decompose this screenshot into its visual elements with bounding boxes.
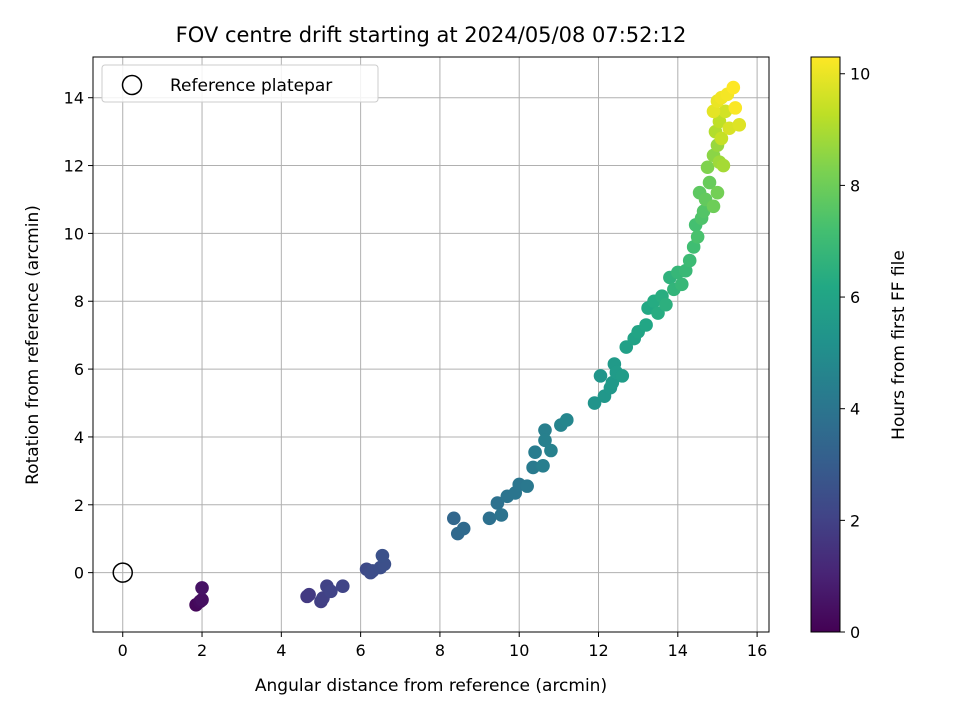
data-point bbox=[538, 433, 552, 448]
y-tick-label: 12 bbox=[64, 157, 84, 176]
data-point bbox=[482, 511, 497, 526]
x-axis-label: Angular distance from reference (arcmin) bbox=[255, 676, 607, 696]
data-point bbox=[520, 479, 534, 493]
y-tick-label: 8 bbox=[74, 292, 84, 311]
data-point bbox=[619, 340, 634, 354]
data-point bbox=[335, 579, 350, 594]
y-tick-label: 14 bbox=[64, 89, 84, 108]
data-point bbox=[728, 101, 743, 115]
data-point bbox=[587, 396, 602, 410]
legend-marker-open-circle bbox=[121, 74, 143, 96]
colorbar: 0 2 4 6 8 10 bbox=[810, 56, 870, 642]
data-point bbox=[716, 158, 731, 173]
data-point bbox=[639, 318, 653, 332]
y-axis-label: Rotation from reference (arcmin) bbox=[23, 205, 43, 485]
x-tick-label: 14 bbox=[668, 641, 688, 660]
data-point bbox=[538, 423, 552, 437]
data-point bbox=[686, 240, 701, 254]
legend: Reference platepar bbox=[101, 64, 379, 103]
data-point bbox=[446, 511, 461, 526]
data-point bbox=[536, 458, 550, 473]
data-point bbox=[714, 131, 729, 146]
data-point bbox=[559, 413, 574, 427]
y-tick-label: 2 bbox=[74, 496, 84, 515]
x-axis: 0 2 4 6 8 10 12 14 16 bbox=[118, 632, 767, 660]
data-point bbox=[706, 104, 721, 119]
y-tick-label: 6 bbox=[74, 360, 84, 379]
data-point bbox=[700, 160, 715, 175]
data-point bbox=[659, 297, 673, 312]
legend-label: Reference platepar bbox=[170, 76, 332, 96]
colorbar-tick-label: 10 bbox=[850, 65, 870, 84]
x-tick-label: 10 bbox=[509, 641, 529, 660]
data-point bbox=[651, 306, 665, 320]
colorbar-tick-label: 0 bbox=[850, 623, 860, 642]
y-tick-label: 4 bbox=[74, 428, 84, 447]
x-tick-label: 2 bbox=[197, 641, 207, 660]
reference-marker-group bbox=[112, 562, 133, 583]
chart-title: FOV centre drift starting at 2024/05/08 … bbox=[176, 23, 687, 47]
legend-box bbox=[101, 64, 379, 103]
y-tick-label: 10 bbox=[64, 224, 84, 243]
data-point bbox=[456, 521, 471, 536]
data-point bbox=[690, 229, 705, 244]
colorbar-label: Hours from first FF file bbox=[889, 250, 909, 440]
data-point bbox=[678, 263, 693, 278]
colorbar-gradient bbox=[810, 56, 841, 633]
data-point bbox=[615, 369, 630, 383]
plot-frame bbox=[92, 56, 770, 633]
plot-background bbox=[93, 57, 769, 632]
data-point bbox=[682, 253, 697, 268]
colorbar-tick-label: 4 bbox=[850, 400, 860, 419]
reference-platepar-marker bbox=[112, 562, 133, 583]
data-point bbox=[605, 375, 620, 390]
data-point bbox=[375, 548, 390, 563]
data-point bbox=[732, 118, 747, 132]
data-point bbox=[593, 369, 608, 383]
data-point bbox=[712, 114, 727, 129]
plot-area bbox=[93, 57, 769, 632]
colorbar-tick-label: 8 bbox=[850, 176, 860, 195]
data-point bbox=[706, 199, 721, 214]
data-point bbox=[195, 581, 209, 595]
x-tick-label: 8 bbox=[435, 641, 445, 660]
data-point bbox=[528, 445, 542, 460]
colorbar-tick-label: 2 bbox=[850, 511, 860, 530]
x-tick-label: 12 bbox=[588, 641, 608, 660]
data-point bbox=[726, 80, 741, 95]
x-tick-label: 4 bbox=[276, 641, 286, 660]
data-point bbox=[324, 584, 338, 599]
data-point bbox=[544, 443, 558, 458]
data-point bbox=[674, 277, 689, 292]
x-tick-label: 16 bbox=[747, 641, 767, 660]
data-point bbox=[302, 587, 316, 602]
data-point bbox=[490, 496, 505, 510]
data-points bbox=[189, 80, 747, 612]
colorbar-tick-label: 6 bbox=[850, 288, 860, 307]
y-tick-label: 0 bbox=[74, 564, 84, 583]
data-point bbox=[494, 508, 509, 522]
data-point bbox=[710, 185, 725, 200]
x-tick-label: 0 bbox=[118, 641, 128, 660]
data-point bbox=[195, 592, 209, 607]
y-axis: 0 2 4 6 8 10 12 14 bbox=[64, 89, 93, 583]
data-point bbox=[702, 175, 717, 190]
x-tick-label: 6 bbox=[356, 641, 366, 660]
